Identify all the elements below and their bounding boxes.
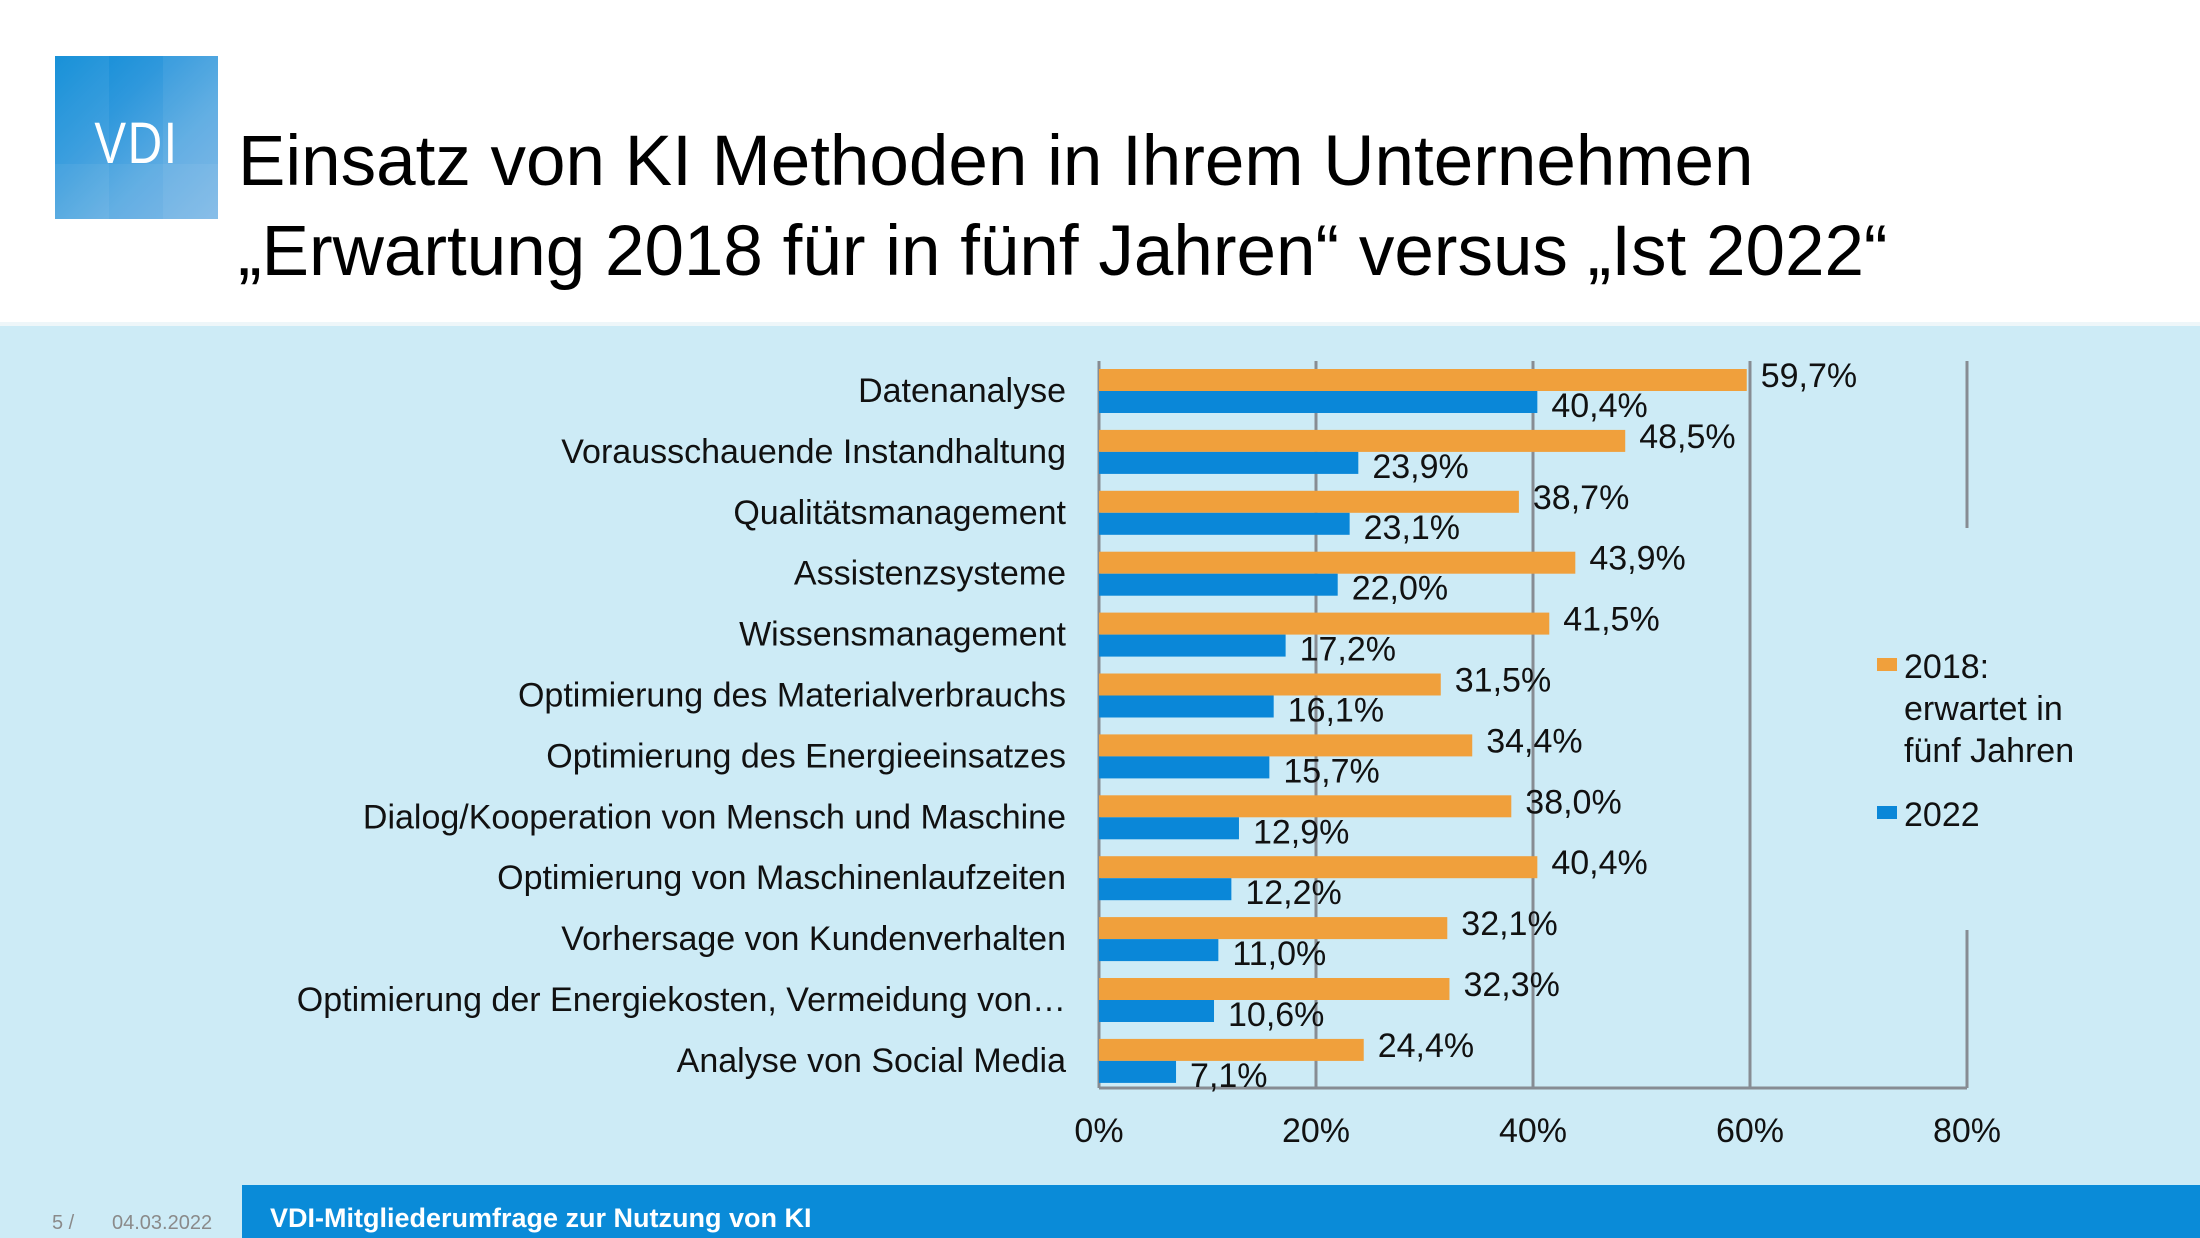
data-labels: 59,7%40,4%48,5%23,9%38,7%23,1%43,9%22,0%… [1190, 357, 1857, 1095]
legend-label: fünf Jahren [1904, 732, 2074, 770]
gridlines [1097, 361, 1969, 1090]
data-label-2018: 43,9% [1589, 540, 1685, 578]
bar-2018 [1099, 856, 1538, 879]
x-tick-label: 40% [1499, 1112, 1567, 1150]
data-label-2022: 17,2% [1300, 631, 1396, 669]
category-label: Vorausschauende Instandhaltung [561, 433, 1066, 471]
footer-title: VDI-Mitgliederumfrage zur Nutzung von KI [270, 1203, 812, 1233]
data-label-2018: 40,4% [1551, 844, 1647, 882]
bar-2022 [1099, 1060, 1177, 1083]
bar-2022 [1099, 391, 1538, 413]
bar-2022 [1099, 817, 1239, 840]
page-number: 5 / [52, 1212, 75, 1234]
category-label: Optimierung des Energieeinsatzes [546, 737, 1066, 775]
legend-swatch-2022 [1877, 806, 1897, 819]
data-label-2022: 7,1% [1190, 1057, 1268, 1095]
band-divider [0, 322, 2200, 326]
data-label-2022: 23,1% [1364, 509, 1460, 547]
data-label-2018: 31,5% [1455, 662, 1551, 700]
bar-2022 [1099, 939, 1219, 962]
logo-tile [55, 56, 109, 219]
vdi-logo: VDI [55, 56, 218, 219]
data-label-2022: 10,6% [1228, 996, 1324, 1034]
x-tick-label: 0% [1074, 1112, 1123, 1150]
bar-2022 [1099, 695, 1274, 718]
bar-2022 [1099, 634, 1286, 657]
data-label-2022: 12,2% [1245, 874, 1341, 912]
x-axis-ticks: 20% 40% 60% 80% 0% [1074, 1112, 2001, 1150]
data-label-2022: 16,1% [1288, 692, 1384, 730]
data-label-2022: 15,7% [1283, 752, 1379, 790]
page-title-line-2: „Erwartung 2018 für in fünf Jahren“ vers… [238, 212, 1888, 291]
data-label-2022: 40,4% [1551, 387, 1647, 425]
category-label: Dialog/Kooperation von Mensch und Maschi… [363, 798, 1066, 836]
bar-2018 [1099, 1038, 1364, 1061]
data-label-2018: 34,4% [1486, 722, 1582, 760]
page-title-line-1: Einsatz von KI Methoden in Ihrem Unterne… [238, 122, 1754, 201]
bar-2022 [1099, 756, 1270, 779]
bar-2022 [1099, 1000, 1215, 1022]
category-label: Optimierung der Energiekosten, Vermeidun… [297, 981, 1066, 1019]
x-tick-label: 20% [1282, 1112, 1350, 1150]
data-label-2018: 38,7% [1533, 479, 1629, 517]
x-tick-label: 80% [1933, 1112, 2001, 1150]
data-label-2022: 23,9% [1372, 448, 1468, 486]
category-label: Optimierung von Maschinenlaufzeiten [497, 859, 1066, 897]
data-label-2022: 22,0% [1352, 570, 1448, 608]
category-label: Vorhersage von Kundenverhalten [561, 920, 1066, 958]
category-label: Qualitätsmanagement [733, 494, 1066, 532]
bar-2018 [1099, 369, 1747, 391]
data-label-2018: 48,5% [1639, 418, 1735, 456]
category-label: Optimierung des Materialverbrauchs [518, 677, 1066, 715]
data-label-2018: 32,1% [1461, 905, 1557, 943]
legend-label: 2022 [1904, 796, 1980, 834]
legend: 2018: erwartet in fünf Jahren 2022 [1877, 648, 2074, 834]
category-label: Datenanalyse [858, 372, 1066, 410]
data-label-2022: 12,9% [1253, 813, 1349, 851]
data-label-2022: 11,0% [1232, 935, 1326, 973]
footer-date: 04.03.2022 [112, 1212, 213, 1234]
category-label: Assistenzsysteme [794, 555, 1066, 593]
x-tick-label: 60% [1716, 1112, 1784, 1150]
logo-tile [55, 164, 218, 219]
data-label-2018: 32,3% [1463, 966, 1559, 1004]
data-label-2018: 38,0% [1525, 783, 1621, 821]
bar-2022 [1099, 573, 1338, 596]
category-label: Analyse von Social Media [677, 1042, 1066, 1080]
bar-2018 [1099, 795, 1512, 818]
bar-2018 [1099, 490, 1519, 513]
bar-2018 [1099, 917, 1448, 940]
bar-2018 [1099, 673, 1441, 696]
legend-label: 2018: [1904, 648, 1989, 686]
legend-label: erwartet in [1904, 690, 2063, 728]
logo-text: VDI [94, 111, 179, 176]
logo-tile [163, 56, 218, 219]
footer-bar [242, 1185, 2200, 1238]
data-label-2018: 59,7% [1761, 357, 1857, 395]
bar-2022 [1099, 512, 1350, 535]
category-label: Wissensmanagement [739, 616, 1066, 654]
bar-2018 [1099, 612, 1550, 635]
bar-2022 [1099, 451, 1359, 474]
bar-2022 [1099, 878, 1232, 901]
bar-2018 [1099, 429, 1626, 452]
category-labels: Datenanalyse Vorausschauende Instandhaltu… [297, 372, 1067, 1080]
bar-2018 [1099, 978, 1450, 1000]
data-label-2018: 24,4% [1378, 1027, 1474, 1065]
bar-2018 [1099, 734, 1473, 757]
bar-2018 [1099, 551, 1576, 574]
bars [1099, 369, 1747, 1083]
data-label-2018: 41,5% [1563, 601, 1659, 639]
legend-swatch-2018 [1877, 658, 1897, 671]
